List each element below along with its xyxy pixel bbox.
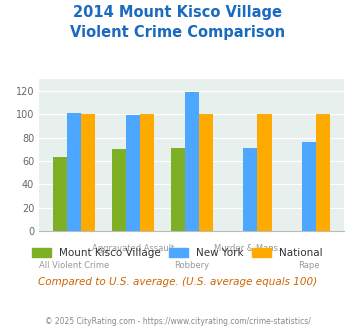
Text: Violent Crime Comparison: Violent Crime Comparison	[70, 25, 285, 40]
Bar	[112, 149, 126, 231]
Text: All Violent Crime: All Violent Crime	[39, 261, 109, 270]
Bar	[170, 148, 185, 231]
Bar	[316, 114, 330, 231]
Legend: Mount Kisco Village, New York, National: Mount Kisco Village, New York, National	[32, 248, 323, 258]
Bar	[185, 92, 199, 231]
Text: Murder & Mans...: Murder & Mans...	[214, 244, 286, 253]
Bar	[81, 114, 95, 231]
Bar	[199, 114, 213, 231]
Bar	[67, 113, 81, 231]
Bar	[53, 157, 67, 231]
Text: 2014 Mount Kisco Village: 2014 Mount Kisco Village	[73, 5, 282, 20]
Bar	[126, 115, 140, 231]
Text: Compared to U.S. average. (U.S. average equals 100): Compared to U.S. average. (U.S. average …	[38, 277, 317, 287]
Bar	[302, 142, 316, 231]
Bar	[244, 148, 257, 231]
Bar	[257, 114, 272, 231]
Text: © 2025 CityRating.com - https://www.cityrating.com/crime-statistics/: © 2025 CityRating.com - https://www.city…	[45, 317, 310, 326]
Text: Aggravated Assault: Aggravated Assault	[92, 244, 174, 253]
Text: Rape: Rape	[298, 261, 320, 270]
Bar	[140, 114, 154, 231]
Text: Robbery: Robbery	[174, 261, 209, 270]
